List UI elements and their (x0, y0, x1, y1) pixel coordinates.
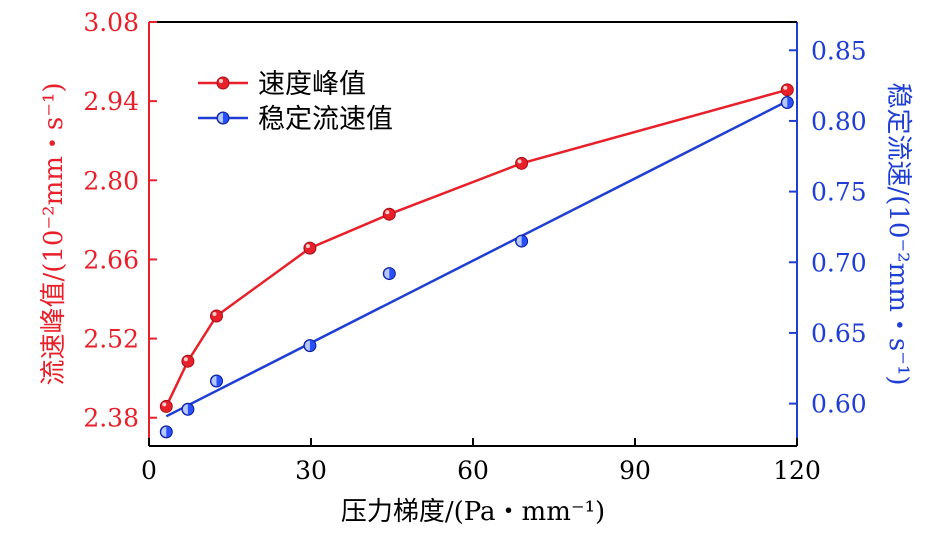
right-y-tick-label: 0.75 (811, 178, 867, 207)
peak-marker-highlight (212, 311, 217, 316)
steady-velocity-point (159, 425, 173, 439)
steady-marker-half (304, 340, 310, 351)
steady-marker-half (782, 97, 788, 108)
steady-velocity-point (515, 234, 529, 248)
peak-velocity-point (181, 354, 195, 368)
left-y-tick-label: 2.66 (83, 245, 139, 274)
legend-steady-marker (216, 111, 230, 125)
peak-velocity-point (159, 399, 173, 413)
x-tick-label: 30 (295, 456, 327, 485)
steady-velocity-point (303, 339, 317, 353)
left-y-tick-label: 2.52 (83, 325, 139, 354)
peak-velocity-point (382, 207, 396, 221)
peak-marker-body (780, 83, 794, 97)
left-y-tick-label: 3.08 (83, 8, 139, 37)
peak-marker-body (181, 354, 195, 368)
steady-marker-half (516, 236, 522, 247)
peak-marker-body (303, 241, 317, 255)
steady-velocity-fit-line (165, 100, 788, 418)
x-axis-title: 压力梯度/(Pa・mm⁻¹) (341, 497, 605, 527)
left-y-tick-label: 2.94 (83, 87, 139, 116)
peak-marker-body (216, 76, 230, 90)
right-y-tick-label: 0.85 (811, 36, 867, 65)
peak-marker-highlight (162, 402, 167, 407)
steady-marker-half (384, 268, 390, 279)
x-tick-label: 60 (457, 456, 489, 485)
steady-marker-half (211, 375, 217, 386)
left-y-tick-label: 2.38 (83, 404, 139, 433)
steady-marker-half (182, 404, 188, 415)
peak-velocity-point (210, 309, 223, 323)
right-y-tick-label: 0.70 (811, 248, 867, 277)
right-y-tick-label: 0.65 (811, 319, 867, 348)
peak-marker-body (515, 156, 529, 170)
right-y-axis-title: 稳定流速/(10⁻²mm・s⁻¹) (883, 82, 913, 385)
steady-velocity-point (181, 402, 195, 416)
peak-marker-highlight (517, 159, 522, 164)
peak-velocity-point (515, 156, 529, 170)
peak-marker-highlight (219, 79, 223, 83)
legend-steady-label: 稳定流速值 (258, 104, 393, 135)
x-tick-label: 90 (619, 456, 651, 485)
peak-marker-body (159, 399, 173, 413)
peak-marker-body (210, 309, 223, 323)
legend-peak-label: 速度峰值 (258, 69, 366, 100)
peak-velocity-line (165, 88, 788, 407)
x-tick-label: 0 (141, 456, 157, 485)
left-y-tick-label: 2.80 (83, 166, 139, 195)
peak-marker-highlight (305, 244, 310, 249)
right-y-tick-label: 0.80 (811, 107, 867, 136)
left-y-axis-title: 流速峰值/(10⁻²mm・s⁻¹) (39, 82, 69, 385)
right-y-tick-label: 0.60 (811, 390, 867, 419)
peak-velocity-point (303, 241, 317, 255)
steady-marker-half (161, 426, 167, 437)
peak-velocity-point (780, 83, 794, 97)
peak-marker-body (382, 207, 396, 221)
x-tick-label: 120 (773, 456, 821, 485)
peak-marker-highlight (783, 85, 788, 90)
steady-velocity-point (382, 267, 396, 281)
peak-marker-highlight (183, 357, 188, 362)
steady-velocity-point (210, 374, 223, 388)
steady-marker-half (218, 113, 223, 123)
legend-peak-marker (216, 76, 230, 90)
steady-velocity-point (780, 96, 794, 110)
peak-marker-highlight (385, 210, 390, 215)
